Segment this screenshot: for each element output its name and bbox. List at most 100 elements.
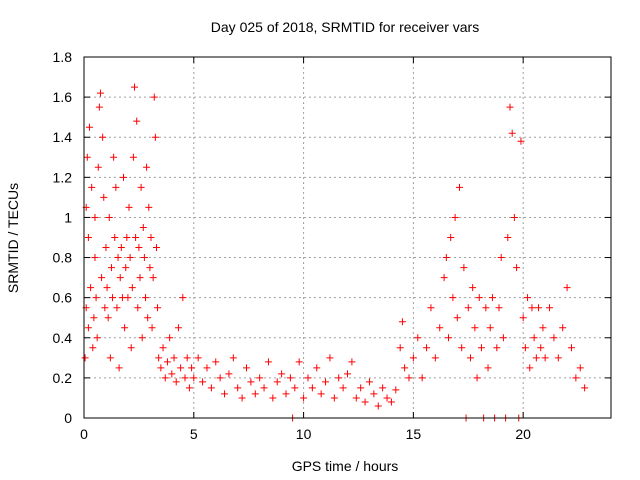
data-point <box>163 358 171 366</box>
data-point <box>203 364 211 372</box>
plot-frame <box>83 56 612 419</box>
x-tick-label: 15 <box>406 426 422 442</box>
data-point <box>143 163 151 171</box>
data-point <box>581 384 589 392</box>
y-tick-label: 0 <box>64 410 72 426</box>
data-point <box>88 183 96 191</box>
data-point <box>264 358 272 366</box>
data-point <box>122 264 130 272</box>
data-point <box>278 370 286 378</box>
x-tick-label: 5 <box>190 426 198 442</box>
data-point <box>212 358 220 366</box>
data-point <box>161 374 169 382</box>
data-point <box>140 254 148 262</box>
data-point <box>107 264 115 272</box>
data-point <box>528 304 536 312</box>
data-point <box>326 354 334 362</box>
chart-title: Day 025 of 2018, SRMTID for receiver var… <box>211 19 479 35</box>
data-point <box>138 334 146 342</box>
data-point <box>128 284 136 292</box>
data-point <box>352 394 360 402</box>
data-point <box>431 354 439 362</box>
data-point <box>251 390 259 398</box>
data-point <box>150 93 158 101</box>
data-point <box>445 334 453 342</box>
data-point <box>291 384 299 392</box>
data-point <box>554 354 562 362</box>
data-point <box>513 264 521 272</box>
data-point <box>471 324 479 332</box>
data-point <box>84 324 92 332</box>
data-point <box>89 344 97 352</box>
y-tick-label: 1 <box>64 209 72 225</box>
data-point <box>273 378 281 386</box>
data-point <box>216 374 224 382</box>
data-point <box>398 318 406 326</box>
data-point <box>170 354 178 362</box>
data-point <box>526 364 534 372</box>
y-tick-label: 0.2 <box>53 370 73 386</box>
data-point <box>460 264 468 272</box>
data-point <box>139 223 147 231</box>
data-point <box>572 374 580 382</box>
data-point <box>147 234 155 241</box>
data-point <box>418 374 426 382</box>
data-point <box>136 274 144 282</box>
data-point <box>225 370 233 378</box>
data-point <box>357 384 365 392</box>
data-point <box>149 274 157 282</box>
data-point <box>282 390 290 398</box>
data-point <box>449 294 457 302</box>
data-point <box>101 304 109 312</box>
data-point <box>473 374 481 382</box>
data-point <box>396 344 404 352</box>
data-point <box>199 378 207 386</box>
data-point <box>304 374 312 382</box>
data-point <box>493 344 501 352</box>
data-point <box>109 294 117 302</box>
data-point <box>387 398 395 406</box>
data-point <box>148 324 156 332</box>
data-point <box>405 374 413 382</box>
data-point <box>111 234 119 241</box>
data-point <box>256 374 264 382</box>
data-point <box>116 274 124 282</box>
data-point <box>392 386 400 394</box>
y-tick-label: 1.6 <box>53 89 73 105</box>
data-point <box>137 183 145 191</box>
data-point <box>447 234 455 241</box>
x-tick-labels: 0 5 10 15 20 <box>80 426 531 442</box>
y-tick-label: 1.8 <box>53 49 73 65</box>
data-point <box>177 364 185 372</box>
data-point <box>238 394 246 402</box>
data-point <box>532 354 540 362</box>
data-point <box>172 378 180 386</box>
data-point <box>103 284 111 292</box>
data-point <box>134 304 142 312</box>
data-point <box>317 390 325 398</box>
data-point <box>348 358 356 366</box>
data-point <box>96 89 104 97</box>
data-point <box>145 203 153 211</box>
data-point <box>126 254 134 262</box>
y-tick-labels: 0 0.2 0.4 0.6 0.8 1 1.2 1.4 1.6 1.8 <box>53 49 73 426</box>
data-point <box>423 344 431 352</box>
data-point <box>221 390 229 398</box>
data-point <box>229 354 237 362</box>
data-point <box>486 324 494 332</box>
data-point <box>92 294 100 302</box>
data-point <box>475 294 483 302</box>
data-point <box>124 294 132 302</box>
data-point <box>550 334 558 342</box>
data-point <box>91 213 99 221</box>
data-point <box>374 402 382 410</box>
data-point <box>469 284 477 292</box>
axis-ticks <box>83 56 611 419</box>
data-point <box>166 334 174 342</box>
data-point <box>125 203 133 211</box>
data-point <box>98 274 106 282</box>
data-point <box>159 344 167 352</box>
data-point <box>117 244 125 252</box>
